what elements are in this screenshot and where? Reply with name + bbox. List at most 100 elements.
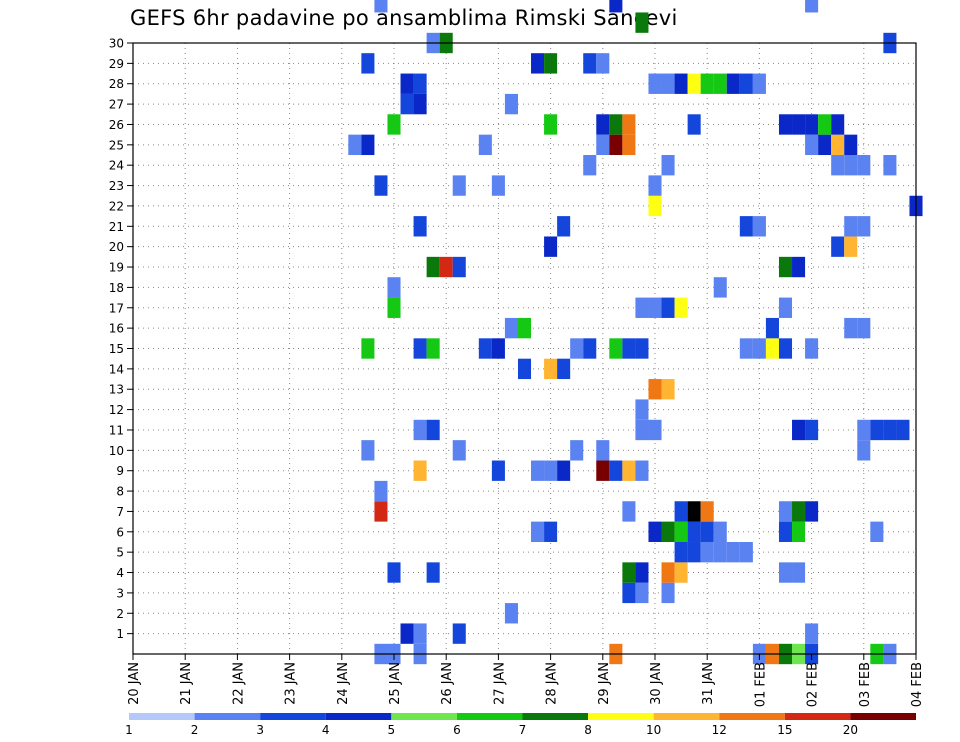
heatmap-cell — [596, 114, 610, 135]
y-tick-label: 9 — [116, 464, 124, 478]
heatmap-cell — [713, 521, 727, 542]
heatmap-cell — [778, 501, 793, 522]
heatmap-cell — [648, 297, 662, 318]
heatmap-cell — [544, 521, 558, 542]
heatmap-cell — [413, 419, 427, 441]
heatmap-cell — [844, 236, 858, 257]
legend-swatch — [391, 713, 457, 720]
y-tick-label: 23 — [109, 179, 124, 193]
y-tick-label: 15 — [109, 342, 124, 356]
heatmap-cell — [805, 419, 819, 441]
heatmap-cell — [739, 338, 753, 359]
heatmap-cell — [596, 134, 610, 156]
heatmap-cell — [648, 379, 662, 400]
heatmap-cell — [831, 114, 845, 135]
heatmap-cell — [361, 53, 375, 74]
heatmap-cell — [792, 501, 806, 522]
heatmap-cell — [570, 338, 584, 359]
legend-swatch — [719, 713, 785, 720]
heatmap-cell — [844, 216, 858, 237]
heatmap-cell — [361, 134, 375, 156]
heatmap-cell — [648, 195, 662, 217]
heatmap-cell — [635, 582, 649, 604]
heatmap-cell — [452, 256, 466, 278]
y-tick-label: 26 — [109, 118, 124, 132]
heatmap-cell — [557, 216, 571, 237]
heatmap-cell — [857, 317, 871, 339]
legend-label: 8 — [584, 723, 592, 737]
heatmap-cell — [622, 338, 636, 359]
heatmap-cell — [792, 419, 806, 441]
heatmap-cell — [517, 358, 532, 380]
legend-label: 12 — [712, 723, 727, 737]
legend-label: 2 — [191, 723, 199, 737]
heatmap-cell — [805, 0, 819, 13]
legend-swatch — [784, 713, 851, 720]
heatmap-cell — [413, 460, 427, 481]
heatmap-cell — [739, 216, 753, 237]
heatmap-cell — [609, 114, 623, 135]
heatmap-cell — [504, 603, 518, 624]
heatmap-cell — [609, 338, 623, 359]
legend-label: 3 — [256, 723, 264, 737]
heatmap-cell — [622, 460, 636, 481]
y-tick-label: 2 — [116, 607, 124, 621]
heatmap-cell — [491, 175, 505, 196]
y-tick-label: 28 — [109, 77, 124, 91]
heatmap-cell — [687, 521, 701, 542]
heatmap-cell — [896, 419, 910, 441]
heatmap-cell — [596, 460, 610, 481]
heatmap-cell — [622, 114, 636, 135]
heatmap-cell — [400, 93, 414, 115]
legend-swatch — [522, 713, 589, 720]
heatmap-cell — [361, 440, 375, 461]
heatmap-cell — [622, 501, 636, 522]
heatmap-cell — [700, 501, 714, 522]
heatmap-cell — [387, 297, 401, 318]
heatmap-cell — [778, 256, 793, 278]
y-tick-label: 30 — [109, 37, 124, 51]
heatmap-cell — [635, 419, 649, 441]
heatmap-cell — [452, 440, 466, 461]
heatmap-cell — [778, 114, 793, 135]
heatmap-cell — [635, 399, 649, 420]
legend-label: 6 — [453, 723, 461, 737]
heatmap-cell — [609, 460, 623, 481]
heatmap-cell — [726, 541, 740, 563]
heatmap-cell — [374, 480, 388, 502]
heatmap-cell — [700, 521, 714, 542]
heatmap-cell — [531, 460, 545, 481]
heatmap-cell — [374, 0, 388, 13]
legend-swatch — [588, 713, 654, 720]
heatmap-cell — [609, 0, 623, 13]
heatmap-cell — [778, 297, 793, 318]
y-axis: 1234567891011121314151617181920212223242… — [109, 37, 133, 641]
heatmap-cell — [661, 379, 675, 400]
x-tick-label: 20 JAN — [127, 662, 142, 705]
heatmap-cell — [713, 277, 727, 298]
chart-title: GEFS 6hr padavine po ansamblima Rimski S… — [130, 6, 678, 30]
x-tick-label: 22 JAN — [231, 662, 246, 705]
y-tick-label: 3 — [116, 586, 124, 600]
heatmap-cell — [844, 155, 858, 176]
heatmap-cell — [792, 562, 806, 583]
heatmap-cell — [544, 114, 558, 135]
heatmap-cell — [844, 317, 858, 339]
heatmap-cell — [752, 338, 766, 359]
legend-label: 1 — [125, 723, 133, 737]
y-tick-label: 13 — [109, 383, 124, 397]
x-tick-label: 26 JAN — [440, 662, 455, 705]
heatmap-cell — [544, 460, 558, 481]
heatmap-cell — [596, 53, 610, 74]
heatmap-cell — [387, 562, 401, 583]
heatmap-cell — [857, 419, 871, 441]
x-tick-label: 24 JAN — [336, 662, 351, 705]
x-tick-label: 27 JAN — [492, 662, 507, 705]
y-tick-label: 20 — [109, 240, 124, 254]
heatmap-cell — [413, 338, 427, 359]
heatmap-cell — [544, 236, 558, 257]
legend-label: 5 — [388, 723, 396, 737]
heatmap-cell — [583, 338, 597, 359]
heatmap-cell — [348, 134, 362, 156]
heatmap-cell — [413, 93, 427, 115]
